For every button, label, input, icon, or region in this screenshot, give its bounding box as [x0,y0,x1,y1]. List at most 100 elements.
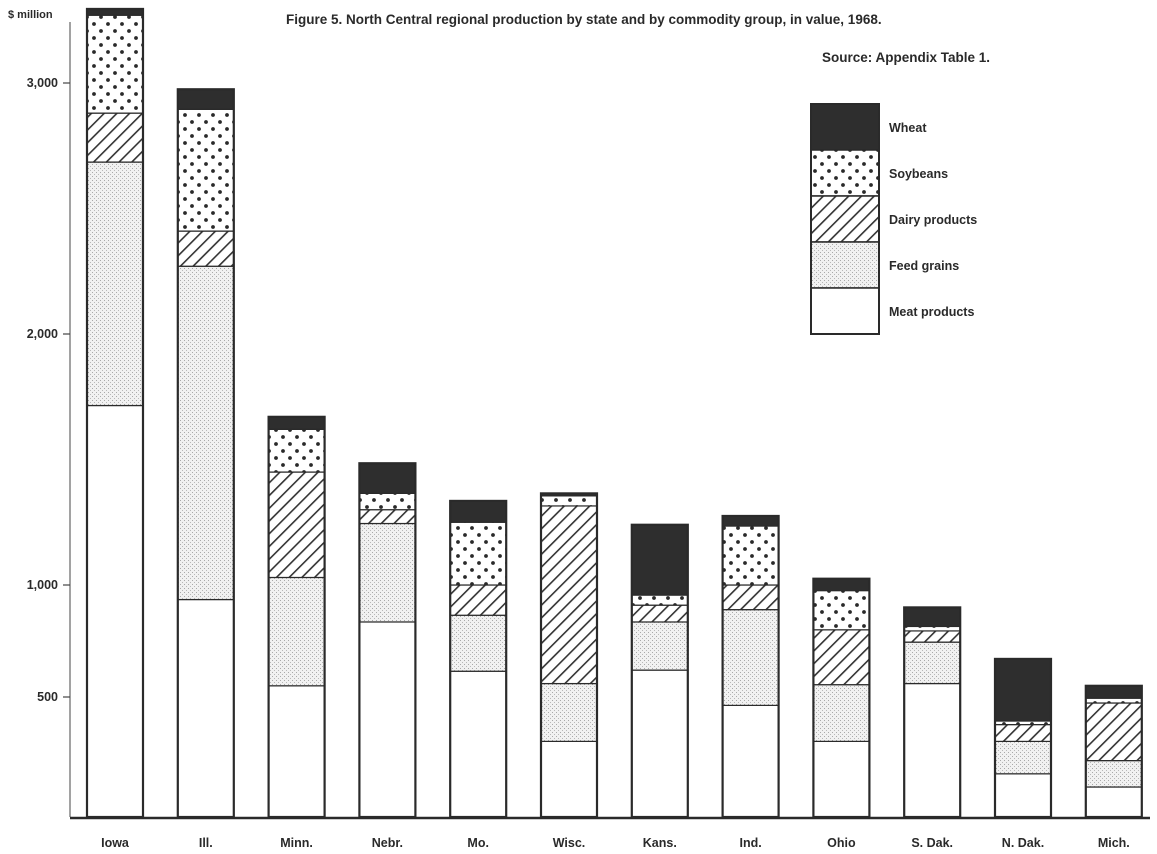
x-tick-label: S. Dak. [911,836,953,850]
x-tick-label: Nebr. [372,836,403,850]
legend-swatch-feed-grains [810,241,880,289]
bar-segment-feed-grains [86,161,144,407]
legend-label-feed-grains: Feed grains [889,259,959,273]
bar-stack-ind [721,514,780,819]
legend-frame [810,103,880,335]
bar-segment-meat-products [540,740,598,818]
bar-outline [176,88,235,819]
y-tick-label: 1,000 [27,578,58,592]
bar-segment-meat-products [721,704,780,818]
legend-label-soybeans: Soybeans [889,167,948,181]
bar-stack-ohio [812,577,871,819]
bar-segment-meat-products [358,621,416,818]
bar-segment-soybeans [903,625,961,632]
bar-stack-n-dak [993,657,1053,819]
legend-swatch-soybeans [810,149,880,197]
bar-stack-wisc [539,492,599,819]
bar-outline [1084,684,1143,819]
bar-outline [358,462,417,819]
bar-stack-ill [176,88,235,819]
bar-segment-meat-products [812,740,871,818]
legend-swatch-meat-products [810,287,880,335]
bar-stack-iowa [85,7,145,819]
bar-outline [903,606,962,819]
bar-segment-wheat [903,606,961,628]
bar-segment-soybeans [268,428,326,473]
bar-segment-dairy-products [994,723,1052,742]
bar-segment-wheat [358,462,416,494]
bar-segment-dairy-products [449,584,507,616]
bar-stack-mo [449,499,508,819]
bar-segment-meat-products [903,682,961,818]
bar-segment-feed-grains [994,740,1052,775]
x-tick-label: Mo. [467,836,489,850]
bar-segment-dairy-products [177,230,235,267]
bar-segment-soybeans [1085,697,1143,704]
bar-segment-dairy-products [540,505,598,685]
bar-segment-feed-grains [903,641,961,685]
bar-outline [721,514,780,819]
legend-label-wheat: Wheat [889,121,927,135]
chart-title: Figure 5. North Central regional product… [286,12,882,27]
bar-segment-soybeans [631,594,689,606]
legend-label-meat-products: Meat products [889,305,974,319]
y-tick-label: 3,000 [27,76,58,90]
bar-segment-wheat [994,658,1052,722]
legend-label-dairy-products: Dairy products [889,213,977,227]
bar-segment-meat-products [268,685,326,818]
chart-source-note: Source: Appendix Table 1. [822,50,991,65]
bar-segment-feed-grains [268,576,326,687]
bar-segment-dairy-products [631,604,689,623]
bar-stack-s-dak [903,606,962,819]
bar-segment-feed-grains [721,609,780,707]
bar-segment-soybeans [540,495,598,507]
bar-segment-dairy-products [358,509,416,525]
bar-segment-dairy-products [721,584,780,611]
bar-segment-wheat [812,578,871,592]
x-tick-label: Kans. [643,836,677,850]
bar-outline [267,415,326,819]
bar-outline [449,499,508,819]
bar-outline [85,7,145,819]
x-tick-label: Ohio [827,836,856,850]
x-tick-label: Ill. [199,836,213,850]
bar-segment-wheat [1085,685,1143,699]
bar-outline [630,523,689,819]
bar-segment-dairy-products [268,471,326,579]
x-tick-label: Ind. [739,836,761,850]
bar-segment-feed-grains [358,522,416,623]
bar-outline [812,577,871,819]
bar-segment-soybeans [812,589,871,631]
bar-segment-dairy-products [1085,702,1143,762]
bar-stack-minn [267,415,326,819]
bar-segment-feed-grains [540,682,598,742]
bar-segment-meat-products [1085,786,1143,818]
bar-segment-soybeans [177,108,235,232]
bar-outline [993,657,1053,819]
bar-segment-meat-products [86,404,144,818]
bar-segment-feed-grains [449,614,507,672]
legend-swatch-dairy-products [810,195,880,243]
x-tick-label: Minn. [280,836,313,850]
bar-outline [539,492,599,819]
bar-segment-meat-products [177,598,235,818]
bar-stack-mich [1084,684,1143,819]
x-tick-label: Wisc. [553,836,586,850]
y-tick-label: 500 [37,690,58,704]
y-tick-label: 2,000 [27,327,58,341]
bar-segment-dairy-products [86,112,144,163]
bar-segment-soybeans [86,14,144,114]
bar-segment-soybeans [721,525,780,586]
bar-segment-meat-products [994,773,1052,818]
legend-swatch-wheat [810,103,880,151]
bar-segment-wheat [268,416,326,430]
bar-segment-feed-grains [177,265,235,601]
bar-segment-wheat [177,88,235,110]
bar-segment-wheat [721,515,780,527]
bar-segment-wheat [449,500,507,523]
bar-segment-dairy-products [812,629,871,686]
y-axis-unit-label: $ million [8,9,53,21]
x-tick-label: Iowa [101,836,130,850]
bar-segment-meat-products [631,669,689,818]
